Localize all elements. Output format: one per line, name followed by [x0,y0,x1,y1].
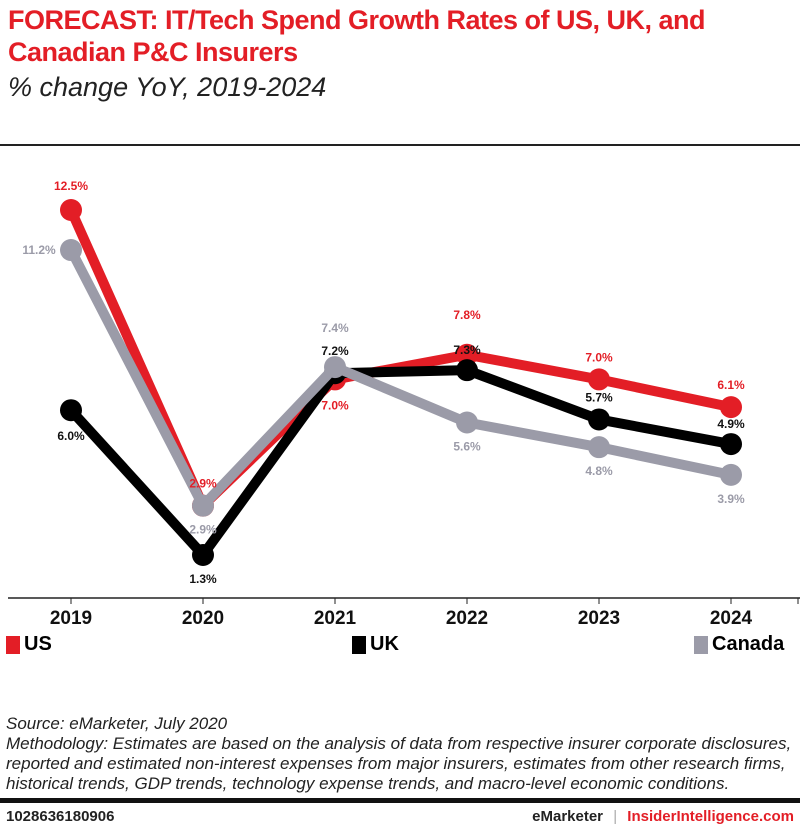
data-label-us: 7.0% [585,350,613,364]
source-note: Source: eMarketer, July 2020 Methodology… [6,714,796,794]
brand-insider: InsiderIntelligence.com [627,808,794,825]
x-tick-label: 2022 [446,608,488,629]
data-label-canada: 5.6% [453,440,481,454]
data-point-canada [60,239,82,262]
data-label-uk: 1.3% [189,572,217,586]
data-label-uk: 4.9% [717,417,745,431]
legend-uk: UK [352,633,399,656]
data-label-us: 7.8% [453,308,481,322]
data-point-uk [192,543,214,566]
data-point-uk [456,359,478,382]
data-label-canada: 11.2% [22,243,56,257]
legend-swatch [694,635,708,654]
data-label-uk: 6.0% [57,429,85,443]
data-label-us: 6.1% [717,378,745,392]
data-point-uk [588,408,610,431]
data-label-canada: 7.4% [321,321,349,335]
data-point-us [456,343,478,366]
data-point-uk [720,433,742,456]
chart-id: 1028636180906 [6,808,115,825]
series-line-canada [66,247,733,511]
source-text: Source: eMarketer, July 2020 [6,714,228,733]
brand-separator: | [613,808,618,825]
legend-swatch [352,635,366,654]
data-point-us [588,368,610,391]
line-chart: 2019 2020 2021 2022 2023 2024 12.5% 2.9% 7.0% 7.8… [8,179,800,629]
divider [0,144,800,146]
x-tick-label: 2023 [578,608,620,629]
chart-title: FORECAST: IT/Tech Spend Growth Rates of … [8,5,706,67]
brand-emarketer: eMarketer [532,808,604,825]
data-point-canada [192,494,214,517]
divider [0,798,800,803]
chart-subtitle: % change YoY, 2019-2024 [8,72,327,102]
x-tick-label: 2019 [50,608,92,629]
data-point-canada [456,411,478,434]
legend-swatch [6,635,20,654]
x-tick-label: 2021 [314,608,357,629]
data-label-us: 12.5% [54,179,88,193]
data-label-uk: 5.7% [585,390,613,404]
data-label-canada: 3.9% [717,492,745,506]
data-label-canada: 4.8% [585,464,613,478]
legend-us: US [6,633,52,656]
data-label-us: 2.9% [189,477,217,491]
data-label-canada: 2.9% [189,523,217,537]
data-point-canada [720,463,742,486]
data-point-canada [588,436,610,459]
series-line-uk [67,365,732,560]
legend-label: US [24,633,52,655]
x-tick-label: 2024 [710,608,753,629]
data-point-us [720,396,742,419]
legend-canada: Canada [694,633,784,656]
x-tick-label: 2020 [182,608,224,629]
legend-label: UK [370,633,399,655]
data-point-canada [324,356,346,379]
series-line-us [66,207,733,511]
chart-header: FORECAST: IT/Tech Spend Growth Rates of … [8,4,798,104]
data-point-uk [60,399,82,422]
legend-label: Canada [712,633,785,655]
data-point-us [60,199,82,221]
data-label-uk: 7.2% [321,344,349,358]
data-label-us: 7.0% [321,398,349,412]
methodology-text: Methodology: Estimates are based on the … [6,734,792,793]
brand: eMarketer | InsiderIntelligence.com [532,808,794,825]
data-label-uk: 7.3% [453,343,481,357]
